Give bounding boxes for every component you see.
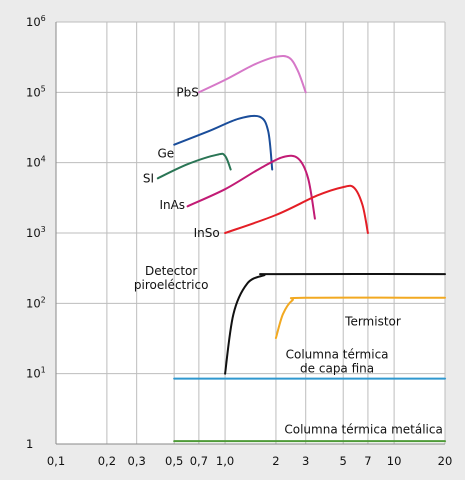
y-tick-label: 1 bbox=[26, 437, 33, 451]
series-line-detector-piroelectrico bbox=[224, 273, 446, 375]
x-tick-label: 7 bbox=[364, 454, 371, 468]
x-tick-label: 2 bbox=[272, 454, 279, 468]
x-tick-label: 10 bbox=[387, 454, 402, 468]
series-label-inas: InAs bbox=[159, 198, 185, 212]
x-tick-label: 3 bbox=[302, 454, 309, 468]
series-label-columna-termica-de-capa-fina: Columna térmica bbox=[286, 347, 389, 361]
x-tick-label: 0,2 bbox=[98, 454, 116, 468]
y-tick-exponent: 3 bbox=[41, 225, 46, 234]
series-label-columna-termica-metalica: Columna térmica metálica bbox=[284, 423, 442, 437]
x-tick-label: 1,0 bbox=[216, 454, 234, 468]
y-tick-exponent: 6 bbox=[41, 14, 46, 23]
x-tick-label: 0,5 bbox=[165, 454, 183, 468]
series-group bbox=[156, 54, 446, 443]
series-label-columna-termica-de-capa-fina: de capa fina bbox=[300, 361, 374, 375]
series-label-ge: Ge bbox=[157, 146, 174, 160]
series-label-detector-piroelectrico: Detector bbox=[145, 264, 197, 278]
y-tick-exponent: 4 bbox=[41, 155, 46, 164]
series-line-ge bbox=[173, 114, 274, 171]
x-tick-label: 20 bbox=[438, 454, 453, 468]
x-tick-label: 0,3 bbox=[128, 454, 146, 468]
y-tick-exponent: 1 bbox=[41, 366, 46, 375]
series-label-detector-piroelectrico: piroeléctrico bbox=[134, 278, 209, 292]
series-line-inso bbox=[224, 184, 369, 234]
x-tick-label: 0,7 bbox=[190, 454, 208, 468]
series-label-termistor: Termistor bbox=[344, 315, 401, 329]
series-line-inas bbox=[186, 154, 316, 220]
series-label-inso: InSo bbox=[194, 226, 220, 240]
series-line-si bbox=[156, 152, 232, 180]
series-label-si: SI bbox=[143, 171, 154, 185]
x-axis: 0,1 0,2 0,3 0,5 0,7 1,0 2 3 5 7 10 20 bbox=[47, 454, 452, 468]
series-line-termistor bbox=[274, 296, 446, 340]
x-tick-label: 0,1 bbox=[47, 454, 65, 468]
series-label-pbs: PbS bbox=[176, 85, 198, 99]
y-tick-exponent: 5 bbox=[41, 84, 46, 93]
series-line-pbs bbox=[197, 54, 307, 94]
y-tick-exponent: 2 bbox=[41, 295, 46, 304]
x-tick-label: 5 bbox=[340, 454, 347, 468]
